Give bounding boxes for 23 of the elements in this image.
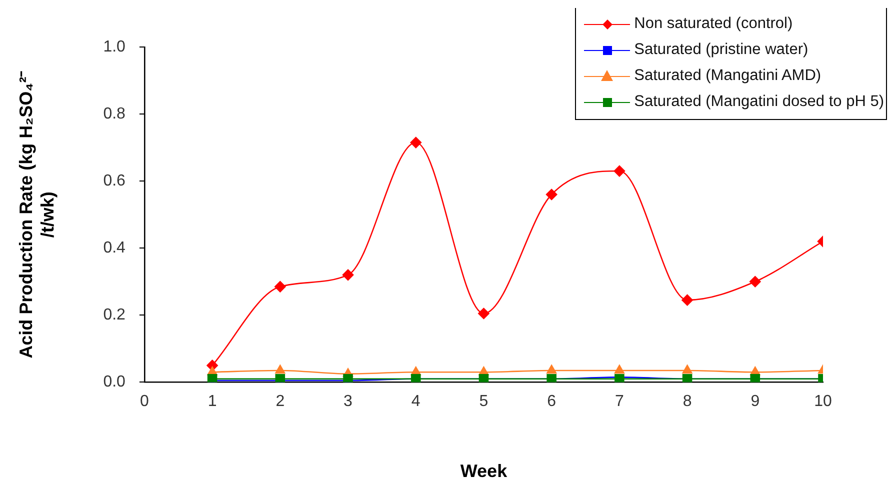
x-tick-label: 5 — [479, 393, 488, 410]
x-tick-label: 7 — [614, 393, 624, 410]
y-tick-label: 1.0 — [103, 38, 126, 56]
x-tick-label: 6 — [547, 393, 556, 410]
x-tick-label: 1 — [208, 393, 217, 410]
x-tick-label: 8 — [682, 393, 692, 410]
legend-label: Saturated (pristine water) — [634, 41, 808, 59]
x-tick-label: 10 — [814, 393, 832, 410]
x-tick-label: 4 — [411, 393, 420, 410]
y-axis-title: Acid Production Rate (kg H₂SO₄²⁻ /t/wk) — [16, 70, 58, 358]
x-axis-title: Week — [460, 461, 508, 482]
y-tick-label: 0.0 — [103, 374, 126, 391]
y-tick-label: 0.6 — [103, 172, 126, 190]
x-tick-label: 9 — [750, 393, 760, 410]
legend-label: Saturated (Mangatini dosed to pH 5) — [634, 93, 884, 111]
y-tick-label: 0.8 — [103, 105, 126, 122]
x-tick-label: 3 — [344, 393, 353, 410]
x-tick-label: 0 — [140, 393, 149, 410]
legend-label: Non saturated (control) — [634, 15, 793, 33]
y-tick-label: 0.4 — [103, 240, 126, 257]
x-tick-label: 2 — [276, 393, 285, 410]
y-tick-label: 0.2 — [103, 306, 126, 324]
legend-label: Saturated (Mangatini AMD) — [634, 67, 822, 85]
